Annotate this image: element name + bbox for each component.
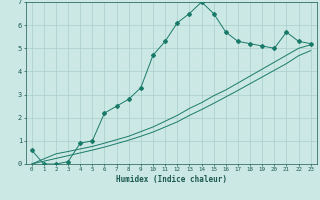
X-axis label: Humidex (Indice chaleur): Humidex (Indice chaleur) — [116, 175, 227, 184]
